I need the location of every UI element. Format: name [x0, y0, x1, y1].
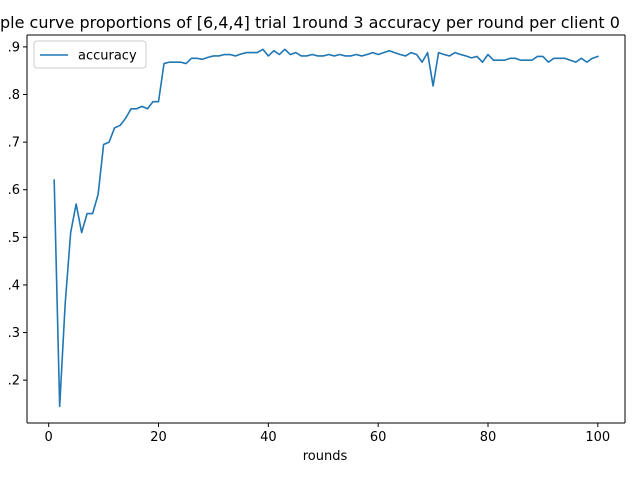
y-tick-label: .2	[8, 374, 20, 389]
x-axis-label: rounds	[303, 449, 348, 464]
axes	[26, 34, 626, 424]
y-tick-label: .9	[8, 40, 20, 55]
x-tick-label: 40	[260, 430, 277, 445]
x-tick-label: 0	[45, 430, 53, 445]
x-tick-label: 80	[480, 430, 497, 445]
x-tick-label: 60	[370, 430, 387, 445]
y-tick-label: .5	[8, 231, 20, 246]
chart-title: ple curve proportions of [6,4,4] trial 1…	[0, 13, 620, 32]
x-tick-label: 20	[150, 430, 167, 445]
x-tick-label: 100	[585, 430, 610, 445]
y-tick-label: .6	[8, 183, 20, 198]
legend: accuracy	[33, 40, 147, 69]
ticks: 0 20 40 60 80 100 .2 .3 .4 .5 .6 .7 .8 .9	[8, 40, 611, 445]
legend-box	[33, 40, 147, 69]
series-line-accuracy	[53, 48, 599, 408]
y-tick-label: .3	[8, 326, 20, 341]
legend-label: accuracy	[78, 49, 137, 64]
y-tick-label: .4	[8, 278, 20, 293]
series-layer	[53, 48, 599, 408]
y-tick-label: .8	[8, 88, 20, 103]
y-tick-label: .7	[8, 136, 20, 151]
